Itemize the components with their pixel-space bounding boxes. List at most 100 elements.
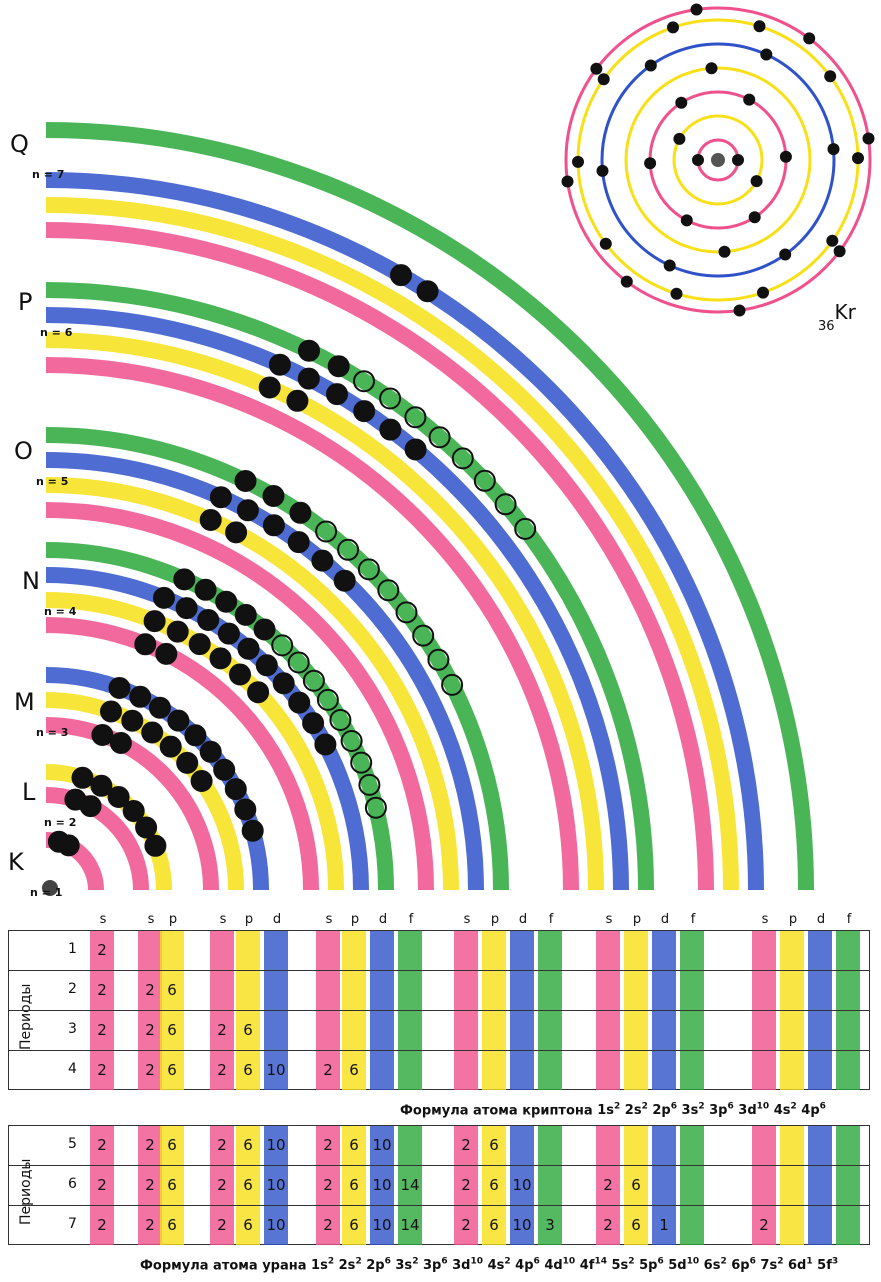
sublevel-letter: s bbox=[463, 912, 471, 927]
electron-count: 6 bbox=[243, 1061, 253, 1079]
krypton-electron-icon bbox=[803, 32, 816, 45]
electron-count: 2 bbox=[461, 1136, 471, 1154]
sublevel-letter: p bbox=[632, 912, 642, 927]
formula-term: 5d10 bbox=[668, 1257, 700, 1274]
empty-electron-slot-icon bbox=[329, 709, 352, 731]
electron-icon bbox=[167, 709, 190, 732]
sublevel-column bbox=[780, 1125, 804, 1245]
shell-letter: N bbox=[22, 567, 40, 595]
electron-count: 10 bbox=[266, 1176, 286, 1194]
electron-icon bbox=[314, 733, 337, 756]
empty-electron-slot-icon bbox=[379, 387, 402, 410]
electron-icon bbox=[224, 778, 247, 801]
empty-electron-slot-icon bbox=[395, 601, 418, 624]
electron-icon bbox=[122, 800, 145, 822]
electron-icon bbox=[236, 499, 259, 522]
electron-icon bbox=[134, 633, 157, 656]
formula-term: 3p6 bbox=[422, 1257, 448, 1274]
krypton-electron-icon bbox=[590, 62, 603, 75]
orbital-arc bbox=[45, 542, 394, 891]
orbital-arc bbox=[45, 307, 629, 891]
shell-letter: P bbox=[18, 288, 33, 316]
electron-icon bbox=[298, 339, 320, 362]
formula-term: 7s2 bbox=[760, 1257, 784, 1274]
electron-icon bbox=[268, 353, 291, 376]
sublevel-letter: d bbox=[378, 912, 388, 927]
krypton-electron-icon bbox=[597, 73, 610, 86]
electron-icon bbox=[234, 470, 257, 492]
sublevel-column bbox=[398, 1125, 422, 1245]
formula-term: 2s2 bbox=[624, 1102, 648, 1119]
electron-count: 1 bbox=[659, 1216, 669, 1234]
empty-electron-slot-icon bbox=[358, 773, 381, 796]
electron-icon bbox=[199, 509, 222, 531]
sublevel-column bbox=[370, 1125, 394, 1245]
electron-count: 2 bbox=[145, 1176, 155, 1194]
electron-icon bbox=[225, 521, 248, 544]
sublevel-letter: s bbox=[761, 912, 769, 927]
empty-electron-slot-icon bbox=[451, 447, 474, 470]
electron-count: 2 bbox=[217, 1061, 227, 1079]
electron-icon bbox=[390, 264, 412, 287]
electron-icon bbox=[90, 774, 113, 797]
sublevel-column bbox=[210, 1125, 234, 1245]
formula-term: 6d1 bbox=[788, 1257, 813, 1274]
orbital-arc bbox=[45, 617, 319, 891]
sublevel-letter: p bbox=[350, 912, 360, 927]
sublevel-column bbox=[510, 1125, 534, 1245]
electron-icon bbox=[255, 654, 278, 677]
electron-count: 2 bbox=[145, 1061, 155, 1079]
electron-count: 2 bbox=[145, 1021, 155, 1039]
empty-electron-slot-icon bbox=[271, 634, 294, 657]
sublevel-column bbox=[538, 1125, 562, 1245]
shell-number: n = 7 bbox=[32, 168, 65, 181]
orbital-arc bbox=[45, 222, 714, 891]
electron-count: 2 bbox=[323, 1176, 333, 1194]
empty-electron-slot-icon bbox=[353, 370, 375, 393]
formula-term: 2p6 bbox=[366, 1257, 391, 1274]
electron-icon bbox=[288, 691, 311, 714]
row-line bbox=[8, 1205, 870, 1206]
krypton-electron-icon bbox=[705, 62, 718, 75]
empty-electron-slot-icon bbox=[514, 517, 537, 540]
row-line bbox=[8, 1010, 870, 1011]
formula-term: 5f3 bbox=[817, 1257, 839, 1274]
krypton-orbit bbox=[672, 114, 764, 206]
orbital-arc bbox=[45, 427, 509, 891]
shell-letter: M bbox=[14, 688, 35, 716]
krypton-electron-icon bbox=[862, 132, 875, 145]
formula-term: 6s2 bbox=[703, 1257, 727, 1274]
electron-count: 6 bbox=[349, 1136, 359, 1154]
period-number: 4 bbox=[68, 1061, 77, 1077]
sublevel-letter: d bbox=[518, 912, 528, 927]
electron-count: 6 bbox=[167, 1216, 177, 1234]
electron-icon bbox=[253, 618, 276, 641]
electron-icon bbox=[197, 609, 220, 631]
formula-term: 6p6 bbox=[731, 1257, 756, 1274]
electron-count: 6 bbox=[243, 1021, 253, 1039]
empty-electron-slot-icon bbox=[404, 406, 427, 429]
electron-icon bbox=[107, 786, 130, 808]
electron-icon bbox=[141, 721, 164, 744]
sublevel-column bbox=[624, 1125, 648, 1245]
period-number: 1 bbox=[68, 941, 77, 957]
electron-count: 2 bbox=[461, 1176, 471, 1194]
electron-icon bbox=[326, 383, 348, 406]
electron-count: 2 bbox=[97, 1021, 107, 1039]
electron-icon bbox=[176, 751, 199, 774]
electron-count: 6 bbox=[243, 1176, 253, 1194]
shell-number: n = 3 bbox=[36, 726, 69, 739]
electron-icon bbox=[209, 647, 232, 670]
formula-term: 4p6 bbox=[801, 1102, 826, 1119]
sublevel-column bbox=[236, 1125, 260, 1245]
electron-icon bbox=[289, 501, 312, 524]
electron-icon bbox=[91, 724, 114, 746]
krypton-electron-icon bbox=[663, 259, 676, 272]
empty-electron-slot-icon bbox=[357, 558, 380, 581]
electron-count: 2 bbox=[145, 981, 155, 999]
krypton-electron-icon bbox=[596, 164, 609, 177]
electron-icon bbox=[241, 819, 264, 842]
empty-electron-slot-icon bbox=[350, 751, 373, 774]
electron-count: 6 bbox=[489, 1136, 499, 1154]
sublevel-column bbox=[264, 1125, 288, 1245]
